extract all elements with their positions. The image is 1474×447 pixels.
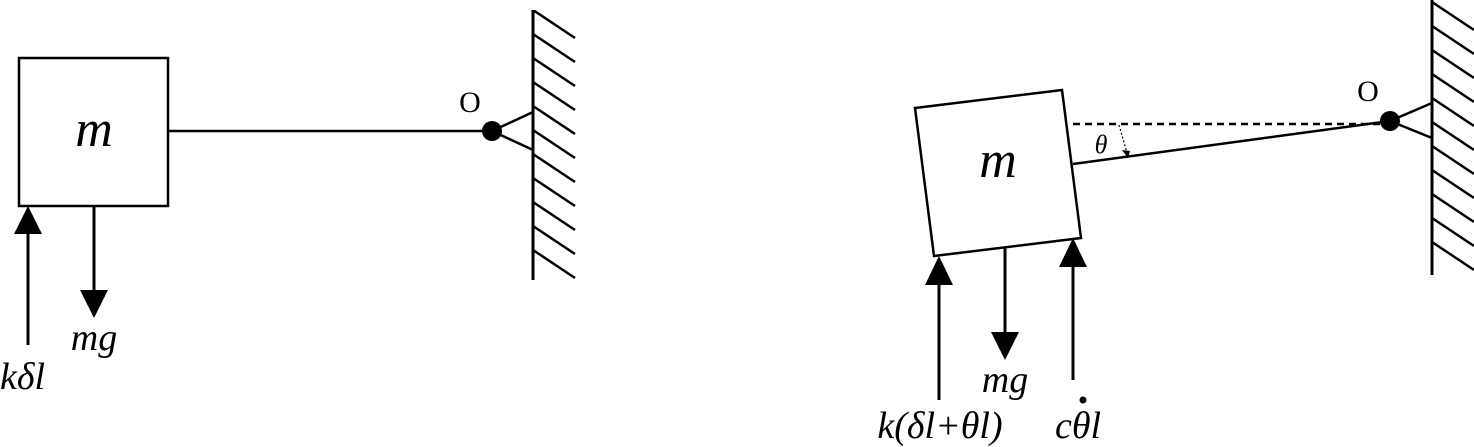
theta-dot-accent bbox=[1079, 396, 1087, 404]
left-weight-arrow bbox=[80, 206, 108, 318]
damper-length: l bbox=[1091, 405, 1102, 447]
left-weight-label: mg bbox=[71, 317, 117, 359]
right-weight-arrow bbox=[991, 248, 1019, 360]
right-wall bbox=[1430, 0, 1474, 275]
right-pivot-label: O bbox=[1357, 75, 1379, 108]
damper-theta: θ bbox=[1072, 405, 1091, 447]
angle-label: θ bbox=[1095, 130, 1108, 159]
right-mass-label: m bbox=[979, 132, 1017, 189]
angle-arc-arrowhead bbox=[1122, 150, 1130, 158]
left-mass-block bbox=[17, 56, 170, 208]
left-spring-force-arrow bbox=[14, 206, 42, 345]
right-mass-block bbox=[913, 88, 1083, 258]
left-spring-force-label: kδl bbox=[0, 356, 45, 398]
right-rod bbox=[1072, 119, 1391, 166]
damper-coefficient: c bbox=[1055, 405, 1072, 447]
left-diagram: O m kδl mg bbox=[0, 10, 576, 398]
right-damper-force-arrow bbox=[1059, 238, 1087, 380]
right-weight-label: mg bbox=[982, 359, 1028, 401]
right-diagram: O θ m k(δl+θl) mg cθl bbox=[877, 0, 1474, 447]
right-spring-force-label: k(δl+θl) bbox=[877, 405, 1002, 447]
left-pivot-label: O bbox=[459, 86, 481, 119]
left-wall bbox=[531, 10, 576, 280]
right-spring-force-arrow bbox=[925, 256, 953, 400]
right-pivot: O bbox=[1357, 75, 1433, 140]
left-mass-label: m bbox=[75, 101, 113, 158]
right-damper-force-label: cθl bbox=[1055, 405, 1101, 447]
left-pivot: O bbox=[459, 86, 534, 152]
angle-arc bbox=[1118, 124, 1129, 158]
